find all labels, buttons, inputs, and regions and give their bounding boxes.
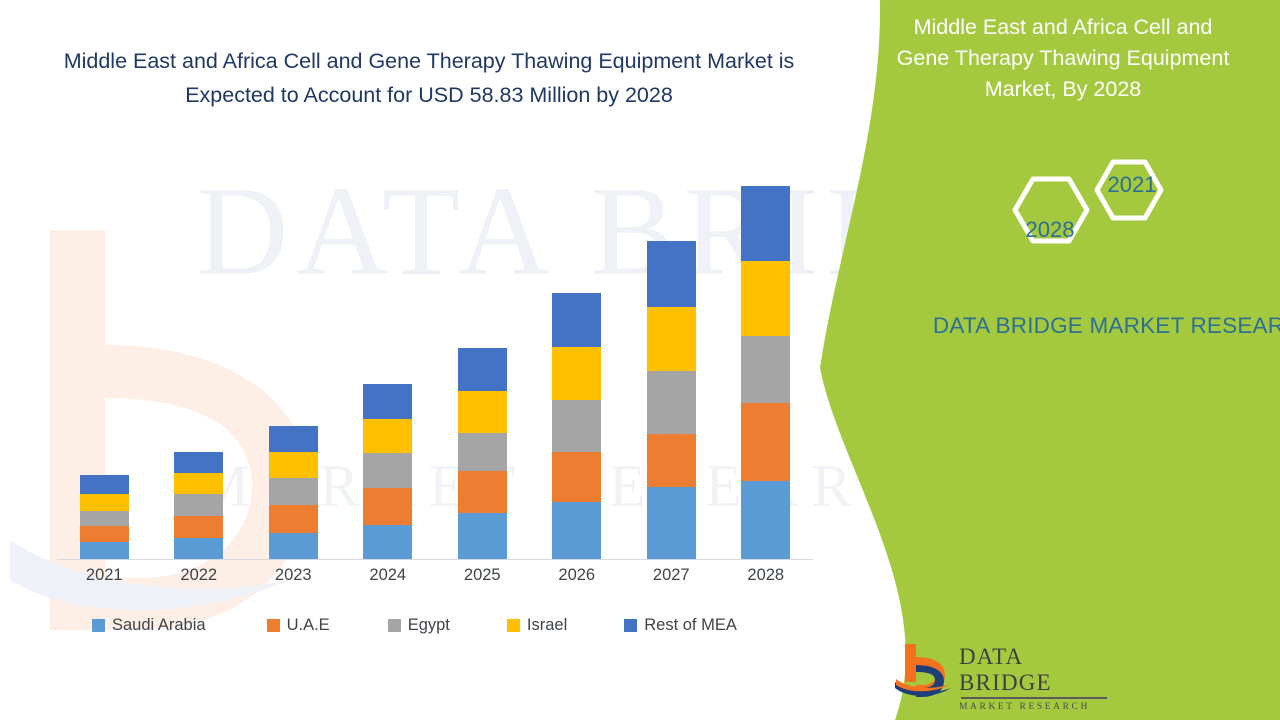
- bar-segment-u-a-e: [741, 403, 791, 481]
- bar-segment-saudi-arabia: [741, 481, 791, 559]
- bar-column-2026: [530, 170, 624, 559]
- bar-column-2027: [624, 170, 718, 559]
- bar-segment-saudi-arabia: [552, 502, 602, 559]
- bar-segment-egypt: [363, 453, 413, 488]
- bar-segment-israel: [457, 391, 507, 433]
- bar-segment-israel: [363, 419, 413, 453]
- bar-column-2024: [341, 170, 435, 559]
- bar-segment-rest-of-mea: [363, 384, 413, 419]
- hexagon-2021-icon: [1094, 159, 1164, 221]
- bar-segment-u-a-e: [457, 471, 507, 513]
- bar-column-2025: [435, 170, 529, 559]
- databridge-b-mark-icon: [895, 644, 951, 697]
- hexagon-group: 2028 2021: [985, 148, 1185, 273]
- legend-label: Egypt: [407, 616, 450, 634]
- stacked-bar: [741, 186, 791, 559]
- legend-label: Rest of MEA: [644, 616, 737, 634]
- bar-segment-rest-of-mea: [741, 186, 791, 261]
- stacked-bar: [457, 348, 507, 559]
- bar-segment-u-a-e: [552, 452, 602, 502]
- bar-segment-israel: [741, 261, 791, 336]
- bar-segment-rest-of-mea: [457, 348, 507, 391]
- logo-rule: [961, 697, 1107, 699]
- green-side-panel: [820, 0, 1280, 720]
- bar-segment-rest-of-mea: [552, 293, 602, 347]
- bar-segment-egypt: [646, 371, 696, 434]
- bar-segment-saudi-arabia: [363, 525, 413, 559]
- page-title: Middle East and Africa Cell and Gene The…: [63, 49, 795, 107]
- bar-segment-u-a-e: [646, 434, 696, 487]
- bar-segment-saudi-arabia: [457, 513, 507, 559]
- x-axis-line: [57, 559, 813, 560]
- stacked-bar: [363, 384, 413, 559]
- x-axis-label-2027: 2027: [652, 566, 690, 584]
- bar-segment-egypt: [552, 400, 602, 452]
- databridge-logo: DATA BRIDGE MARKET RESEARCH: [893, 638, 1108, 712]
- logo-word-secondary: MARKET RESEARCH: [959, 701, 1090, 712]
- bar-segment-egypt: [741, 336, 791, 403]
- legend-item-israel[interactable]: Israel: [506, 616, 568, 635]
- bar-segment-egypt: [457, 433, 507, 471]
- bar-segment-u-a-e: [363, 488, 413, 525]
- panel-title: Middle East and Africa Cell and Gene The…: [896, 15, 1230, 101]
- bar-segment-israel: [646, 307, 696, 371]
- x-axis-label-2028: 2028: [747, 566, 785, 584]
- legend-swatch-icon: [387, 619, 401, 632]
- brand-name: DATA BRIDGE MARKET RESEARCH: [932, 313, 1280, 338]
- x-axis-label-2026: 2026: [558, 566, 596, 584]
- stacked-bar: [552, 293, 602, 559]
- x-axis-label-2024: 2024: [369, 566, 407, 584]
- hexagon-label-early: 2021: [1107, 172, 1157, 197]
- hexagon-2028-icon: [1012, 176, 1090, 244]
- legend-item-egypt[interactable]: Egypt: [387, 616, 450, 635]
- bar-segment-rest-of-mea: [646, 241, 696, 307]
- legend-swatch-icon: [506, 619, 520, 632]
- logo-word-primary: DATA BRIDGE: [959, 644, 1052, 695]
- x-axis-label-2025: 2025: [463, 566, 501, 584]
- legend-swatch-icon: [624, 619, 638, 632]
- stacked-bar: [646, 241, 696, 559]
- legend-item-rest-of-mea[interactable]: Rest of MEA: [624, 616, 737, 635]
- bar-segment-israel: [552, 347, 602, 400]
- hexagon-label-later: 2028: [1025, 217, 1075, 242]
- bar-segment-saudi-arabia: [646, 487, 696, 559]
- bar-column-2028: [719, 170, 813, 559]
- legend-label: Israel: [526, 616, 568, 634]
